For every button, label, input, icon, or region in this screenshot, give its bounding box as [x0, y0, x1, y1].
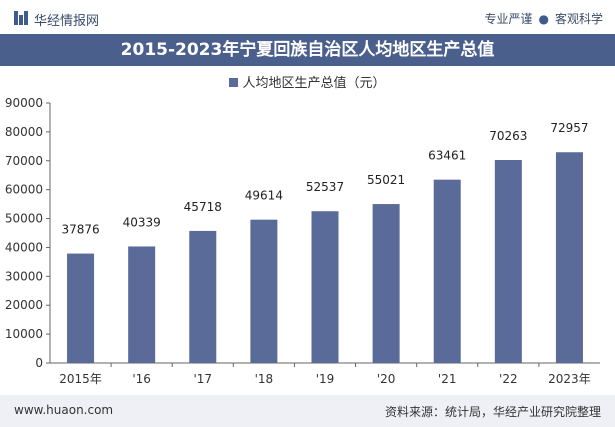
bar-chart: 0 10000 20000 30000 40000 50000 60000 70000 8000…: [5, 96, 600, 386]
tagline-separator: ●: [538, 12, 549, 26]
y-tick-label: 30000: [5, 269, 43, 283]
x-tick-label: 2023年: [548, 372, 591, 386]
x-tick-label: '17: [193, 372, 212, 386]
bar-value-label: 55021: [367, 173, 405, 187]
bar: [128, 246, 156, 363]
bar-value-label: 72957: [550, 121, 588, 135]
y-tick-label: 0: [35, 356, 43, 370]
title-band: 2015-2023年宁夏回族自治区人均地区生产总值: [0, 34, 615, 66]
bar: [189, 230, 217, 363]
x-tick-label: '16: [132, 372, 151, 386]
chart-title: 2015-2023年宁夏回族自治区人均地区生产总值: [120, 40, 495, 60]
y-tick-label: 80000: [5, 125, 43, 139]
y-tick-label: 90000: [5, 96, 43, 110]
bar: [555, 152, 583, 363]
bar: [372, 204, 400, 363]
top-bar: 华经情报网 专业严谨 ● 客观科学: [0, 0, 615, 34]
bar: [311, 211, 339, 363]
y-tick-label: 10000: [5, 327, 43, 341]
bar-value-label: 70263: [489, 129, 527, 143]
tagline: 专业严谨 ● 客观科学: [484, 10, 603, 27]
tagline-left: 专业严谨: [484, 12, 533, 26]
bar: [67, 253, 95, 363]
bar-value-label: 40339: [123, 215, 161, 229]
y-tick-label: 40000: [5, 240, 43, 254]
tagline-right: 客观科学: [554, 12, 603, 26]
footer-source: 资料来源：统计局，华经产业研究院整理: [384, 405, 601, 419]
huajing-logo-icon: [14, 11, 28, 25]
bar: [433, 179, 461, 363]
bar-value-label: 63461: [428, 149, 466, 163]
x-tick-label: '19: [316, 372, 335, 386]
brand-name: 华经情报网: [34, 14, 100, 29]
bar-value-label: 37876: [61, 223, 99, 237]
legend-swatch: [229, 78, 239, 87]
y-tick-label: 20000: [5, 298, 43, 312]
y-tick-label: 70000: [5, 154, 43, 168]
chart-legend: 人均地区生产总值（元）: [0, 72, 615, 91]
bar: [250, 219, 278, 363]
bar: [494, 160, 522, 363]
y-tick-label: 60000: [5, 183, 43, 197]
legend-label: 人均地区生产总值（元）: [242, 76, 386, 91]
x-tick-label: '18: [255, 372, 274, 386]
x-tick-label: 2015年: [59, 372, 102, 386]
x-tick-label: '22: [499, 372, 518, 386]
footer: www.huaon.com 资料来源：统计局，华经产业研究院整理: [0, 395, 615, 427]
bar-value-label: 52537: [306, 180, 344, 194]
x-tick-label: '21: [438, 372, 457, 386]
bar-value-label: 45718: [184, 200, 222, 214]
footer-url: www.huaon.com: [14, 403, 114, 417]
y-tick-label: 50000: [5, 212, 43, 226]
bar-value-label: 49614: [245, 189, 283, 203]
x-tick-label: '20: [377, 372, 396, 386]
